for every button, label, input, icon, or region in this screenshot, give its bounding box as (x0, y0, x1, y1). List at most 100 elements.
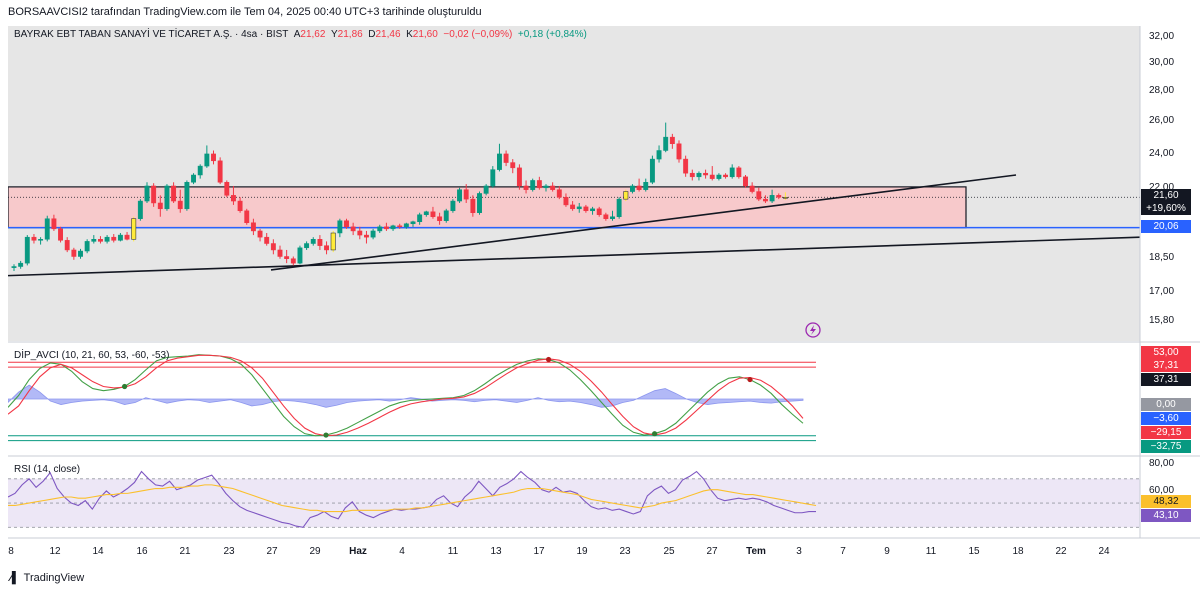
rsi-ma-badge: 48,32 (1141, 495, 1191, 508)
x-tick-label: Tem (746, 546, 766, 557)
candle-body (403, 223, 409, 228)
candle-body (450, 200, 456, 212)
candle-body (98, 239, 103, 242)
y-tick: 28,00 (1149, 85, 1175, 96)
candle-body (104, 236, 110, 242)
candle-body (324, 245, 330, 251)
y-tick: 15,80 (1149, 315, 1175, 326)
x-tick-label: 27 (266, 546, 278, 557)
x-tick-label: 12 (49, 546, 61, 557)
candle-body (536, 180, 542, 189)
candle-body (350, 226, 356, 232)
open-label: A (293, 29, 301, 40)
symbol-title: BAYRAK EBT TABAN SANAYİ VE TİCARET A.Ş. … (14, 29, 289, 40)
x-tick-label: 23 (223, 546, 235, 557)
y-tick: 18,50 (1149, 252, 1175, 263)
candle-body (64, 240, 70, 251)
candle-body (749, 185, 755, 192)
main-price-chart (8, 26, 1140, 341)
candle-body (224, 182, 230, 196)
candle-body (696, 172, 702, 178)
rsi-badge: 43,10 (1141, 509, 1191, 522)
candle-body (490, 169, 496, 187)
x-tick-label: 29 (309, 546, 321, 557)
x-tick-label: 17 (533, 546, 545, 557)
candle-body (530, 180, 536, 190)
main-price-pane[interactable] (8, 26, 1140, 341)
candle-body (510, 162, 516, 169)
candle-body (590, 208, 595, 212)
candle-body (337, 220, 343, 234)
candle-body (649, 158, 655, 183)
candle-body (523, 185, 529, 190)
symbol-legend: BAYRAK EBT TABAN SANAYİ VE TİCARET A.Ş. … (14, 29, 587, 40)
plot-background (8, 26, 1140, 341)
candle-body (782, 196, 788, 199)
y-tick: 26,00 (1149, 115, 1175, 126)
x-tick-label: Haz (349, 546, 367, 557)
candle-body (716, 174, 722, 179)
rsi-y-tick: 60,00 (1149, 485, 1175, 496)
x-tick-label: 11 (925, 546, 937, 557)
candle-body (310, 239, 316, 244)
candle-body (330, 232, 336, 251)
candle-body (709, 174, 715, 179)
candle-body (18, 262, 24, 267)
candle-body (197, 165, 203, 176)
candle-body (51, 218, 57, 230)
candle-body (503, 153, 509, 163)
open-value: 21,62 (300, 29, 326, 40)
candle-body (457, 189, 463, 202)
y-tick: 17,00 (1149, 286, 1175, 297)
candle-body (563, 196, 569, 206)
candle-body (736, 167, 742, 178)
x-tick-label: 4 (399, 546, 405, 557)
candle-body (417, 214, 423, 222)
candle-body (211, 153, 216, 162)
candle-body (636, 185, 642, 190)
candle-body (397, 225, 403, 228)
x-tick-label: 27 (706, 546, 718, 557)
candle-body (463, 189, 469, 200)
candle-body (11, 266, 17, 268)
x-tick-label: 9 (884, 546, 890, 557)
x-tick-label: 25 (663, 546, 675, 557)
candle-body (44, 218, 50, 240)
y-tick: 32,00 (1149, 31, 1175, 42)
candle-body (24, 236, 30, 264)
candle-body (437, 216, 443, 221)
candle-body (443, 210, 449, 221)
bolt-glyph (810, 325, 816, 335)
dip-avci-pane[interactable] (8, 343, 1140, 455)
candle-body (676, 143, 682, 160)
candle-body (570, 204, 576, 210)
candle-body (91, 239, 97, 242)
rsi-pane[interactable] (8, 457, 1140, 537)
x-tick-label: 8 (8, 546, 14, 557)
candle-body (250, 222, 256, 232)
tradingview-logo: ⁄▌ TradingView (10, 572, 84, 584)
candle-body (78, 250, 83, 257)
candle-body (284, 256, 290, 259)
candle-body (184, 182, 190, 210)
candle-body (131, 218, 137, 240)
candle-body (204, 153, 210, 167)
dip-cross-dot (652, 431, 658, 437)
dip-cross-dot (122, 383, 128, 390)
dip-badge: 53,00 (1141, 346, 1191, 359)
candle-body (364, 234, 369, 238)
candle-body (297, 247, 303, 264)
candle-body (756, 191, 762, 200)
x-tick-label: 23 (619, 546, 631, 557)
rsi-chart (8, 470, 1140, 528)
candle-body (370, 230, 376, 238)
candle-body (610, 216, 615, 219)
high-label: Y (331, 29, 338, 40)
x-tick-label: 19 (576, 546, 588, 557)
dip-badge: 37,31 (1141, 359, 1191, 372)
candle-body (383, 226, 389, 230)
candle-body (430, 211, 436, 217)
dip-avci-label: DİP_AVCI (10, 21, 60, 53, -60, -53) (14, 350, 170, 361)
candle-body (643, 182, 649, 190)
candle-body (616, 198, 622, 217)
